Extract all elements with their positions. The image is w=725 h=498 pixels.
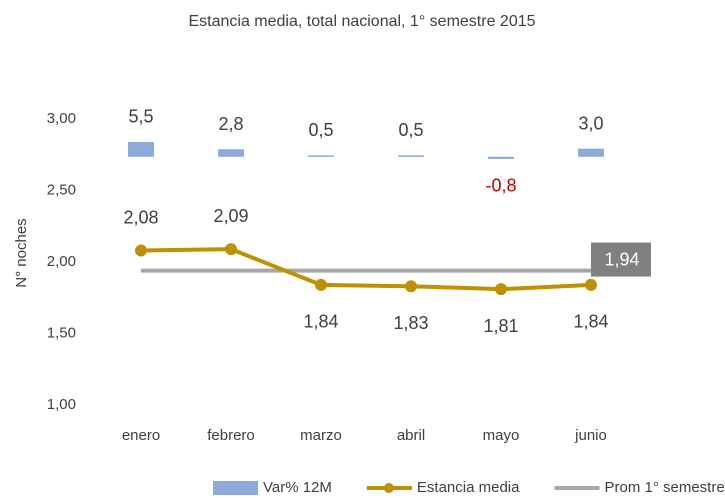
legend-label: Var% 12M [263,479,332,496]
line-value-label: 1,81 [483,316,518,336]
bar-value-label: 3,0 [578,113,603,133]
line-marker [495,283,507,296]
x-tick-label: febrero [207,427,255,444]
x-tick-label: marzo [300,427,342,444]
legend-marker [383,483,394,493]
x-tick-label: enero [122,427,160,444]
bar-value-label: 2,8 [218,114,243,134]
x-tick-label: junio [574,427,607,444]
y-tick-label: 2,50 [47,181,76,198]
bar [308,155,334,157]
line-marker [315,278,327,291]
bar [128,141,154,157]
label-box [591,242,651,277]
x-tick-label: abril [397,427,425,444]
bar-value-label: 5,5 [128,107,153,127]
line-marker [585,278,597,291]
line-value-label: 1,84 [303,312,338,332]
y-axis-label: N° noches [13,218,30,287]
y-tick-label: 3,00 [47,110,76,127]
y-tick-label: 1,50 [47,324,76,341]
line-marker [225,243,237,256]
legend-label: Estancia media [417,479,520,496]
line-marker [135,244,147,257]
line-marker [405,280,417,293]
chart-title: Estancia media, total nacional, 1° semes… [188,13,535,30]
bar-value-label: 0,5 [398,120,423,140]
bar [578,148,604,157]
bar [488,156,514,159]
bar-value-label: -0,8 [485,176,516,196]
bar-value-label: 0,5 [308,120,333,140]
y-tick-label: 2,00 [47,253,76,270]
line-value-label: 1,83 [393,313,428,333]
legend-swatch [213,481,258,495]
x-tick-label: mayo [483,427,520,444]
legend-label: Prom 1° semestre [604,479,724,496]
line-value-label: 1,94 [604,249,639,269]
y-tick-label: 1,00 [47,396,76,413]
line-value-label: 2,09 [213,206,248,226]
line [140,247,592,292]
line-value-label: 2,08 [123,207,158,227]
bar [398,155,424,157]
bar [218,149,244,157]
line-value-label: 1,84 [573,312,608,332]
